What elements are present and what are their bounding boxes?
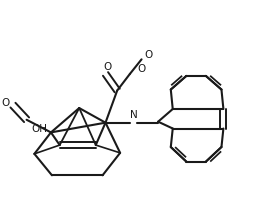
Text: OH: OH (31, 123, 47, 134)
Text: O: O (137, 64, 145, 74)
Text: O: O (144, 50, 152, 61)
Text: O: O (103, 62, 111, 72)
Text: O: O (2, 98, 10, 108)
Text: N: N (129, 110, 137, 120)
